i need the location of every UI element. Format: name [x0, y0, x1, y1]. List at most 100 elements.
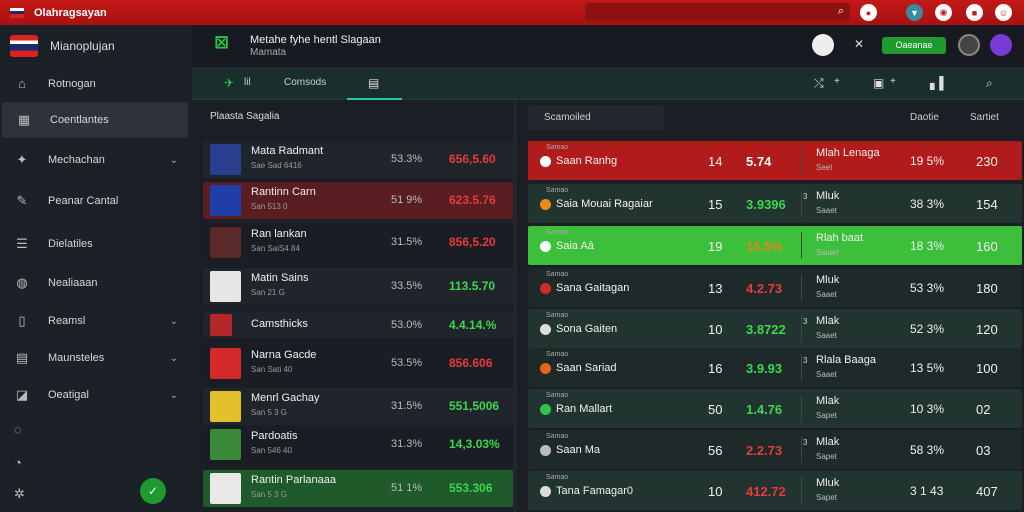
table-row[interactable]: Narna Gacde San Sati 40 53.5% 856.606 — [203, 345, 513, 382]
info-icon[interactable]: ◌ — [14, 422, 22, 437]
search-box[interactable]: ⌕ — [585, 3, 850, 21]
match-detail: Mlak — [816, 395, 840, 407]
profile-icon[interactable]: ☺ — [995, 4, 1012, 21]
list-item[interactable]: Samao Sona Gaiten 10 3.8722 3 Mlak Saaet 52 3% 1… — [528, 309, 1022, 348]
list-item[interactable]: Samao Saan Ranhg 14 5.74 Mlah Lenaga Seet 19 5… — [528, 141, 1022, 180]
list-item[interactable]: Samao Saia Mouai Ragaiar 15 3.9396 3 Mluk Saae… — [528, 184, 1022, 223]
search-icon[interactable]: ⌕ — [837, 5, 844, 17]
sidebar-item-grid[interactable]: ▤ Maunsteles ⌄ — [0, 340, 190, 376]
column-header[interactable]: Daotie — [910, 112, 939, 123]
player-sub: San 546 40 — [251, 446, 292, 455]
team-badge-icon — [540, 404, 551, 415]
table-row[interactable]: Camsthicks 53.0% 4.4.14.% — [203, 312, 513, 338]
shuffle-icon[interactable]: ⤭ — [814, 76, 824, 90]
team-badge-icon — [540, 241, 551, 252]
sidebar-item-dashboard[interactable]: ▦ Coentlantes — [2, 102, 188, 138]
tab-results[interactable]: Comsods — [284, 77, 327, 88]
table-row[interactable]: Pardoatis San 546 40 31.3% 14,3.03% — [203, 426, 513, 463]
list-item[interactable]: Samao Tana Famagar0 10 412.72 Mluk Sapet 3 1 4… — [528, 471, 1022, 510]
plus-icon[interactable]: + — [890, 76, 896, 87]
divider — [801, 315, 802, 342]
team-badge-icon — [540, 486, 551, 497]
user-avatar[interactable] — [990, 34, 1012, 56]
match-pct: 52 3% — [910, 322, 945, 336]
tab-first[interactable]: lil — [244, 77, 251, 88]
clock-icon[interactable]: ◔ — [14, 455, 22, 470]
tab-bar: ✈ lil Comsods ▤ ⤭ + ▣ + ▖▌ ⌕ — [192, 67, 1024, 100]
match-odds: 3.9.93 — [746, 361, 783, 376]
column-header[interactable]: Sartiet — [970, 112, 999, 123]
player-pct: 53.5% — [391, 357, 423, 369]
stats-icon[interactable]: ▖▌ — [930, 76, 948, 90]
player-value: 4.4.14.% — [449, 318, 497, 332]
sidebar-item-ball[interactable]: ◍ Nealiaaan — [0, 265, 190, 301]
status-badge[interactable]: Oaeanae — [882, 37, 946, 54]
player-value: 553.306 — [449, 481, 493, 495]
match-detail: Mlak — [816, 436, 840, 448]
calendar-icon[interactable]: ▣ — [873, 76, 885, 90]
match-name: Ran Mallart — [556, 403, 613, 415]
table-row[interactable]: Ran lankan San SaiS4 84 31.5% 856,5.20 — [203, 224, 513, 261]
shield-icon[interactable]: ▼ — [906, 4, 923, 21]
sidebar-item-chart[interactable]: ◪ Oeatigal ⌄ — [0, 377, 190, 413]
team-logo-icon[interactable] — [812, 34, 834, 56]
panel-title: Plaasta Sagalia — [210, 111, 280, 122]
player-sub: San 5 3 G — [251, 408, 288, 417]
plus-icon[interactable]: + — [834, 76, 840, 87]
team-badge-icon — [540, 199, 551, 210]
player-photo — [210, 391, 241, 422]
scrollbar[interactable] — [513, 100, 517, 512]
sidebar-item-home[interactable]: ⌂ Rotnogan — [0, 66, 190, 102]
list-item[interactable]: Samao Saan Sariad 16 3.9.93 3 Rlala Baaga Saae… — [528, 348, 1022, 387]
player-sub: San 5 3 G — [251, 490, 288, 499]
match-count: 50 — [708, 402, 723, 417]
team-badge-icon — [540, 363, 551, 374]
match-score: 03 — [976, 443, 991, 458]
table-row[interactable]: Menrl Gachay San 5 3 G 31.5% 551,5006 — [203, 388, 513, 425]
list-item[interactable]: Samao Ran Mallart 50 1.4.76 Mlak Sapet 10 3% 02 — [528, 389, 1022, 428]
player-sub: San 513 0 — [251, 202, 288, 211]
list-item[interactable]: Samao Sana Gaitagan 13 4.2.73 Mluk Saaet 53 3%… — [528, 268, 1022, 307]
player-photo — [210, 144, 241, 175]
page-title: Metahe fyhe hentl Slagaan — [250, 34, 381, 46]
player-name: Narna Gacde — [251, 349, 317, 361]
match-name: Saan Sariad — [556, 362, 617, 374]
search-icon[interactable]: ⌕ — [986, 76, 993, 90]
ball-icon[interactable]: ✈ — [224, 76, 235, 90]
bookmark-icon: ▯ — [18, 313, 26, 328]
list-icon[interactable]: ▤ — [368, 76, 380, 90]
gear-icon[interactable]: ✲ — [14, 486, 25, 501]
player-name: Matin Sains — [251, 272, 309, 284]
team-badge-icon — [540, 283, 551, 294]
avatar[interactable] — [958, 34, 980, 56]
page-subtitle: Mamata — [250, 47, 287, 58]
settings-icon[interactable]: ◉ — [935, 4, 952, 21]
title-bar: Olahragsayan ⌕ ● ▼ ◉ ■ ☺ — [0, 0, 1024, 25]
sidebar-item-matches[interactable]: ✦ Mechachan ⌄ — [0, 142, 190, 178]
table-row[interactable]: Matin Sains San 21 G 33.5% 113.5.70 — [203, 268, 513, 305]
sidebar-item-edit[interactable]: ✎ Peanar Cantal — [0, 183, 190, 219]
player-name: Rantinn Carn — [251, 186, 316, 198]
divider — [801, 477, 802, 504]
match-detail-sub: Saaet — [816, 206, 837, 215]
table-row[interactable]: Rantin Parlanaaa San 5 3 G 51 1% 553.306 — [203, 470, 513, 507]
divider — [801, 232, 802, 259]
table-row[interactable]: Rantinn Carn San 513 0 51 9% 623.5.76 — [203, 182, 513, 219]
tools-icon[interactable]: ✕ — [854, 37, 865, 51]
player-photo — [210, 185, 241, 216]
sidebar-item-list[interactable]: ☰ Dielatiles — [0, 226, 190, 262]
add-button[interactable]: ✓ — [140, 478, 166, 504]
divider — [801, 436, 802, 463]
table-row[interactable]: Mata Radmant Sae Sad 6416 53.3% 656,5.60 — [203, 141, 513, 178]
record-icon[interactable]: ● — [860, 4, 877, 21]
filter-dropdown[interactable]: Scamoiled — [528, 105, 664, 130]
player-name: Camsthicks — [251, 318, 308, 330]
notification-icon[interactable]: ■ — [966, 4, 983, 21]
player-value: 856.606 — [449, 356, 493, 370]
sidebar-item-bookmark[interactable]: ▯ Reamsl ⌄ — [0, 303, 190, 339]
player-name: Ran lankan — [251, 228, 307, 240]
player-value: 551,5006 — [449, 399, 500, 413]
list-item[interactable]: Samao Saia Aā 19 15.5% Rlah baat Saiaet 18 3% 1… — [528, 226, 1022, 265]
player-pct: 31.5% — [391, 236, 423, 248]
list-item[interactable]: Samao Saan Ma 56 2.2.73 3 Mlak Sapet 58 3% 03 — [528, 430, 1022, 469]
